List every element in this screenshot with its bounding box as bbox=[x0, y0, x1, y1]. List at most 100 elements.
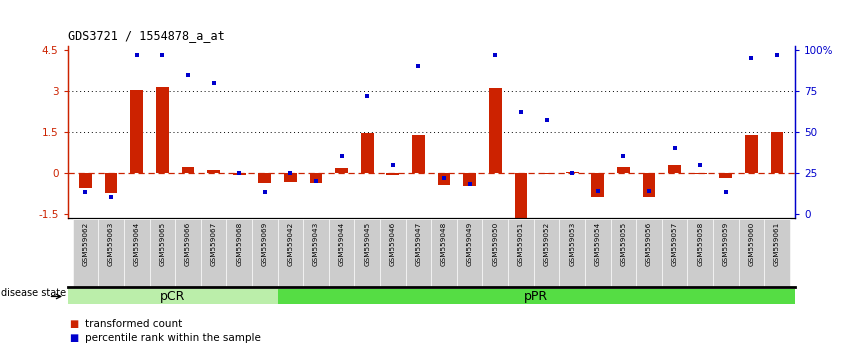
Point bbox=[79, 189, 93, 195]
Bar bbox=[73, 219, 98, 287]
Text: GSM559042: GSM559042 bbox=[288, 222, 294, 267]
Point bbox=[591, 188, 604, 194]
Point bbox=[258, 189, 272, 195]
Bar bbox=[175, 219, 201, 287]
Bar bbox=[68, 289, 278, 304]
Text: GSM559067: GSM559067 bbox=[210, 222, 216, 267]
Point bbox=[130, 52, 144, 58]
Point bbox=[437, 175, 451, 181]
Point bbox=[283, 170, 297, 176]
Bar bbox=[662, 219, 688, 287]
Bar bbox=[150, 219, 175, 287]
Bar bbox=[278, 219, 303, 287]
Bar bbox=[688, 219, 713, 287]
Bar bbox=[739, 219, 765, 287]
Bar bbox=[201, 219, 226, 287]
Point bbox=[488, 52, 502, 58]
Text: GSM559066: GSM559066 bbox=[185, 222, 191, 267]
Bar bbox=[694, 173, 707, 174]
Bar bbox=[182, 167, 194, 173]
Text: GSM559058: GSM559058 bbox=[697, 222, 703, 267]
Bar bbox=[405, 219, 431, 287]
Text: percentile rank within the sample: percentile rank within the sample bbox=[85, 333, 261, 343]
Point bbox=[617, 154, 630, 159]
Bar bbox=[252, 219, 278, 287]
Text: GSM559052: GSM559052 bbox=[544, 222, 550, 267]
Bar bbox=[156, 87, 169, 173]
Point bbox=[540, 118, 553, 123]
Point bbox=[207, 80, 221, 86]
Bar bbox=[611, 219, 637, 287]
Bar bbox=[335, 168, 348, 173]
Text: GSM559051: GSM559051 bbox=[518, 222, 524, 267]
Bar bbox=[771, 132, 784, 173]
Bar bbox=[533, 219, 559, 287]
Point bbox=[770, 52, 784, 58]
Bar bbox=[643, 173, 656, 197]
Text: GSM559055: GSM559055 bbox=[620, 222, 626, 267]
Point bbox=[565, 170, 579, 176]
Text: GSM559062: GSM559062 bbox=[82, 222, 88, 267]
Text: GSM559048: GSM559048 bbox=[441, 222, 447, 267]
Text: GSM559046: GSM559046 bbox=[390, 222, 396, 267]
Bar bbox=[565, 172, 578, 173]
Text: GSM559060: GSM559060 bbox=[748, 222, 754, 267]
Bar bbox=[482, 219, 508, 287]
Point bbox=[719, 189, 733, 195]
Bar bbox=[669, 165, 681, 173]
Text: GSM559061: GSM559061 bbox=[774, 222, 780, 267]
Bar bbox=[258, 173, 271, 183]
Text: GSM559043: GSM559043 bbox=[313, 222, 319, 267]
Bar bbox=[637, 219, 662, 287]
Bar bbox=[130, 90, 143, 173]
Text: GSM559064: GSM559064 bbox=[133, 222, 139, 267]
Point bbox=[181, 72, 195, 78]
Bar bbox=[278, 289, 795, 304]
Bar bbox=[233, 173, 246, 175]
Bar bbox=[284, 173, 297, 182]
Bar bbox=[124, 219, 150, 287]
Point bbox=[642, 188, 656, 194]
Bar bbox=[514, 173, 527, 218]
Bar bbox=[98, 219, 124, 287]
Bar bbox=[303, 219, 329, 287]
Bar bbox=[329, 219, 354, 287]
Point bbox=[334, 154, 348, 159]
Bar bbox=[412, 135, 425, 173]
Bar bbox=[540, 173, 553, 174]
Point bbox=[514, 109, 528, 115]
Bar bbox=[720, 173, 733, 178]
Text: GSM559050: GSM559050 bbox=[492, 222, 498, 267]
Bar bbox=[508, 219, 533, 287]
Bar bbox=[207, 170, 220, 173]
Bar bbox=[489, 88, 501, 173]
Text: GSM559068: GSM559068 bbox=[236, 222, 242, 267]
Text: GSM559054: GSM559054 bbox=[595, 222, 601, 267]
Bar bbox=[585, 219, 611, 287]
Text: GSM559049: GSM559049 bbox=[467, 222, 473, 267]
Bar bbox=[457, 219, 482, 287]
Point bbox=[360, 93, 374, 99]
Point bbox=[386, 162, 400, 167]
Bar bbox=[431, 219, 457, 287]
Bar bbox=[765, 219, 790, 287]
Text: GSM559069: GSM559069 bbox=[262, 222, 268, 267]
Bar bbox=[79, 173, 92, 188]
Text: transformed count: transformed count bbox=[85, 319, 182, 329]
Bar bbox=[386, 173, 399, 176]
Bar bbox=[437, 173, 450, 185]
Point bbox=[462, 181, 476, 187]
Text: GSM559063: GSM559063 bbox=[108, 222, 114, 267]
Bar bbox=[380, 219, 405, 287]
Point bbox=[745, 56, 759, 61]
Bar bbox=[617, 167, 630, 173]
Point bbox=[694, 162, 708, 167]
Text: disease state: disease state bbox=[1, 288, 66, 298]
Text: pPR: pPR bbox=[524, 290, 548, 303]
Bar bbox=[713, 219, 739, 287]
Bar bbox=[310, 173, 322, 183]
Text: GSM559047: GSM559047 bbox=[416, 222, 422, 267]
Point bbox=[309, 178, 323, 184]
Point bbox=[411, 64, 425, 69]
Bar bbox=[591, 173, 604, 197]
